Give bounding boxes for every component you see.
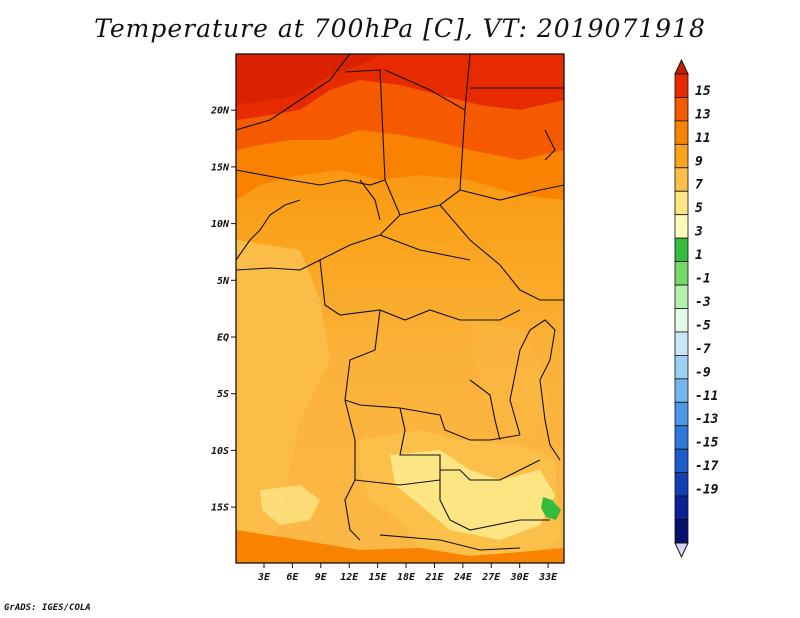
colorbar-segment bbox=[674, 261, 689, 286]
lon-tick-label: 6E bbox=[286, 572, 299, 583]
lon-tick-label: 12E bbox=[340, 572, 359, 583]
colorbar-label: -5 bbox=[695, 318, 711, 333]
lat-tick-label: 10N bbox=[211, 219, 230, 230]
latitude-ticks: 20N 15N 10N 5N EQ 5S 10S 15S bbox=[210, 106, 236, 514]
colorbar-segment bbox=[674, 308, 689, 333]
colorbar-segment bbox=[674, 354, 689, 380]
colorbar-top-cap bbox=[674, 58, 689, 75]
longitude-ticks: 3E 6E 9E 12E 15E 18E 21E 24E 27E 30E 33E bbox=[257, 563, 558, 583]
colorbar-label: -13 bbox=[695, 412, 719, 427]
colorbar-label: 13 bbox=[695, 107, 711, 122]
lat-tick-label: 5N bbox=[217, 276, 230, 287]
country-borders bbox=[236, 54, 564, 551]
lat-tick-label: 15S bbox=[211, 503, 229, 514]
colorbar-label: -3 bbox=[695, 295, 711, 310]
map-title: Temperature at 700hPa [C], VT: 201907191… bbox=[94, 14, 706, 43]
colorbar-segment bbox=[674, 448, 689, 474]
colorbar-segment bbox=[674, 284, 689, 309]
colorbar-label: -19 bbox=[695, 483, 719, 498]
colorbar-segment bbox=[674, 378, 689, 403]
lat-tick-label: EQ bbox=[217, 333, 229, 344]
colorbar-label: -1 bbox=[695, 272, 711, 287]
colorbar-segment bbox=[674, 73, 689, 98]
lat-tick-label: 10S bbox=[211, 446, 229, 457]
colorbar-label: -17 bbox=[695, 459, 719, 474]
lon-tick-label: 33E bbox=[538, 572, 558, 583]
credit-text: GrADS: IGES/COLA bbox=[4, 603, 91, 613]
colorbar-label: -7 bbox=[695, 342, 711, 357]
colorbar-segment bbox=[674, 120, 689, 145]
colorbar-label: 7 bbox=[695, 178, 703, 193]
colorbar-segment bbox=[674, 214, 689, 239]
colorbar-label: -9 bbox=[695, 365, 711, 380]
lon-tick-label: 27E bbox=[481, 572, 501, 583]
colorbar-segment bbox=[674, 495, 689, 520]
colorbar-segment bbox=[674, 143, 689, 169]
lon-tick-label: 15E bbox=[369, 572, 388, 583]
colorbar-label: 11 bbox=[695, 131, 711, 146]
colorbar-segment bbox=[674, 519, 689, 544]
lon-tick-label: 24E bbox=[453, 572, 473, 583]
colorbar-segment bbox=[674, 167, 689, 192]
colorbar-segment bbox=[674, 401, 689, 427]
colorbar-label: -11 bbox=[695, 389, 718, 404]
colorbar-segment bbox=[674, 190, 689, 216]
colorbar-label: -15 bbox=[695, 436, 719, 451]
colorbar-segment bbox=[674, 472, 689, 497]
colorbar-label: 9 bbox=[695, 154, 703, 169]
colorbar-label: 5 bbox=[695, 201, 703, 216]
lat-tick-label: 20N bbox=[210, 106, 230, 117]
colorbar-segment bbox=[674, 237, 689, 262]
colorbar-segment bbox=[674, 425, 689, 450]
colorbar-bottom-cap bbox=[674, 542, 689, 559]
lon-tick-label: 18E bbox=[397, 572, 416, 583]
lat-tick-label: 5S bbox=[217, 389, 229, 400]
lon-tick-label: 21E bbox=[424, 572, 444, 583]
colorbar-segment bbox=[674, 331, 689, 356]
map-frame bbox=[235, 53, 565, 564]
colorbar-label: 3 bbox=[694, 225, 703, 240]
temperature-field bbox=[236, 54, 564, 563]
colorbar-label: 15 bbox=[695, 84, 711, 99]
colorbar-label: 1 bbox=[695, 248, 703, 263]
lon-tick-label: 30E bbox=[510, 572, 530, 583]
colorbar-segment bbox=[674, 97, 689, 122]
lat-tick-label: 15N bbox=[211, 162, 230, 173]
lon-tick-label: 3E bbox=[257, 572, 271, 583]
colorbar: 15 13 11 9 7 5 3 1 -1 -3 -5 -7 -9 -11 -13 -15 -17 -19 bbox=[674, 58, 719, 559]
lon-tick-label: 9E bbox=[315, 572, 328, 583]
